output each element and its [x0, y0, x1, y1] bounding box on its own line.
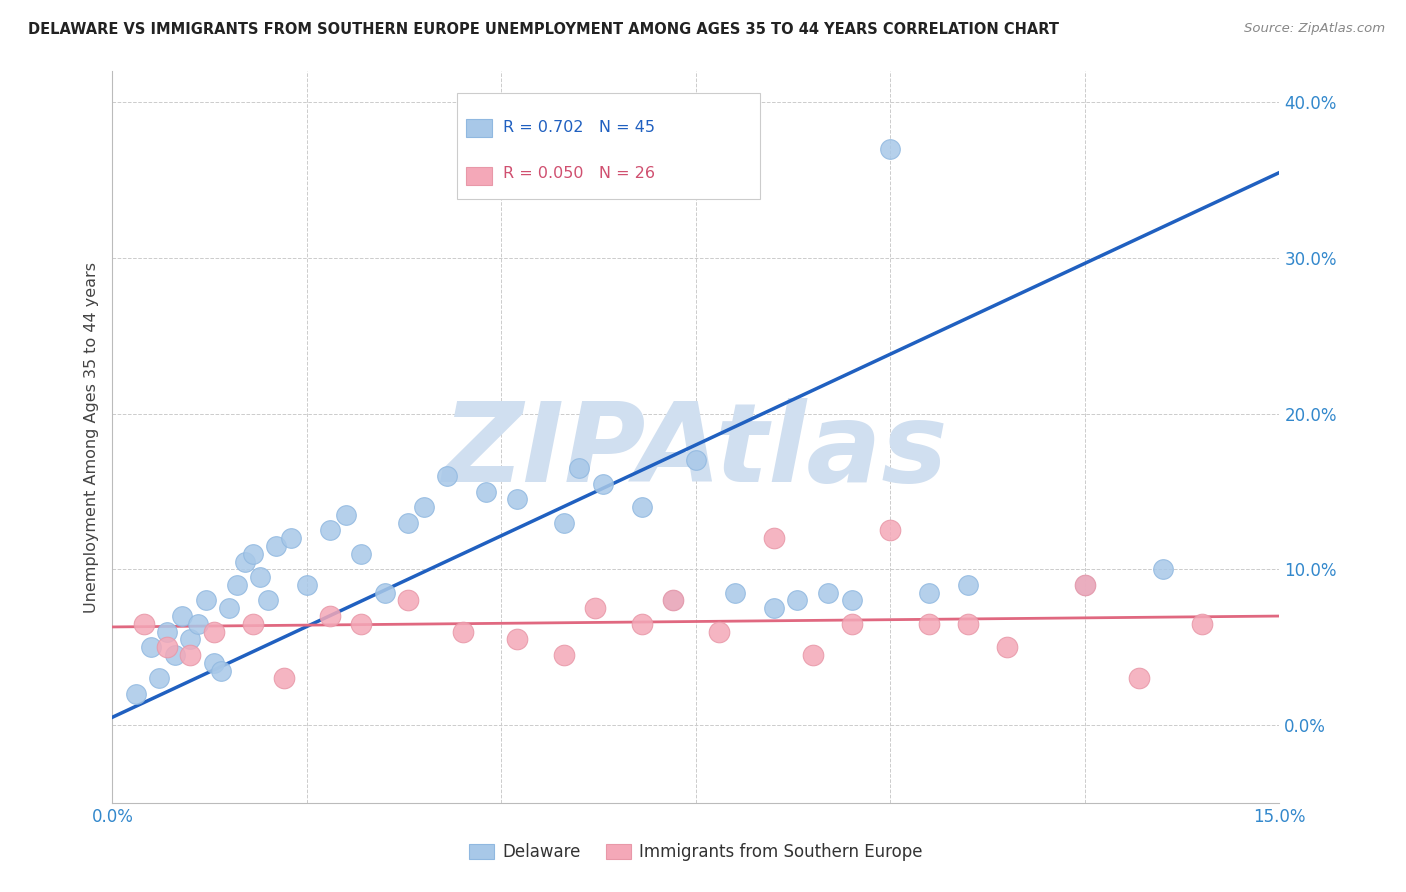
Point	[350, 616, 373, 631]
Point	[156, 624, 179, 639]
Point	[257, 593, 280, 607]
Point	[350, 547, 373, 561]
Point	[553, 648, 575, 662]
Point	[879, 524, 901, 538]
Point	[762, 601, 785, 615]
Point	[957, 616, 980, 631]
Point	[918, 585, 941, 599]
Point	[1191, 616, 1213, 631]
Text: DELAWARE VS IMMIGRANTS FROM SOUTHERN EUROPE UNEMPLOYMENT AMONG AGES 35 TO 44 YEA: DELAWARE VS IMMIGRANTS FROM SOUTHERN EUR…	[28, 22, 1059, 37]
Point	[709, 624, 731, 639]
Point	[125, 687, 148, 701]
Point	[218, 601, 240, 615]
Point	[436, 469, 458, 483]
Text: R = 0.050   N = 26: R = 0.050 N = 26	[503, 166, 655, 181]
Point	[1152, 562, 1174, 576]
Point	[141, 640, 163, 655]
Point	[132, 616, 155, 631]
Point	[194, 593, 217, 607]
Point	[163, 648, 186, 662]
Point	[762, 531, 785, 545]
Point	[685, 453, 707, 467]
Point	[202, 656, 225, 670]
Point	[226, 578, 249, 592]
Point	[187, 616, 209, 631]
Point	[841, 593, 863, 607]
Point	[724, 585, 747, 599]
Point	[879, 142, 901, 156]
Point	[242, 547, 264, 561]
Legend: Delaware, Immigrants from Southern Europe: Delaware, Immigrants from Southern Europ…	[463, 837, 929, 868]
Point	[592, 476, 614, 491]
Point	[396, 593, 419, 607]
Point	[995, 640, 1018, 655]
Text: ZIPAtlas: ZIPAtlas	[443, 398, 949, 505]
FancyBboxPatch shape	[457, 94, 761, 200]
Point	[319, 524, 342, 538]
FancyBboxPatch shape	[465, 167, 492, 185]
Point	[319, 609, 342, 624]
FancyBboxPatch shape	[465, 120, 492, 137]
Point	[280, 531, 302, 545]
Point	[1074, 578, 1097, 592]
Point	[583, 601, 606, 615]
Point	[506, 492, 529, 507]
Point	[475, 484, 498, 499]
Point	[553, 516, 575, 530]
Point	[1128, 671, 1150, 685]
Point	[179, 648, 201, 662]
Point	[295, 578, 318, 592]
Point	[273, 671, 295, 685]
Point	[396, 516, 419, 530]
Point	[412, 500, 434, 515]
Point	[374, 585, 396, 599]
Point	[242, 616, 264, 631]
Point	[801, 648, 824, 662]
Point	[172, 609, 194, 624]
Point	[148, 671, 170, 685]
Point	[918, 616, 941, 631]
Point	[786, 593, 808, 607]
Point	[451, 624, 474, 639]
Point	[202, 624, 225, 639]
Point	[630, 500, 652, 515]
Point	[209, 664, 232, 678]
Point	[156, 640, 179, 655]
Point	[506, 632, 529, 647]
Point	[661, 593, 683, 607]
Point	[957, 578, 980, 592]
Point	[661, 593, 683, 607]
Y-axis label: Unemployment Among Ages 35 to 44 years: Unemployment Among Ages 35 to 44 years	[83, 261, 98, 613]
Point	[568, 461, 591, 475]
Text: Source: ZipAtlas.com: Source: ZipAtlas.com	[1244, 22, 1385, 36]
Point	[1074, 578, 1097, 592]
Point	[264, 539, 287, 553]
Point	[335, 508, 357, 522]
Point	[233, 555, 256, 569]
Text: R = 0.702   N = 45: R = 0.702 N = 45	[503, 120, 655, 136]
Point	[817, 585, 839, 599]
Point	[179, 632, 201, 647]
Point	[841, 616, 863, 631]
Point	[249, 570, 271, 584]
Point	[630, 616, 652, 631]
